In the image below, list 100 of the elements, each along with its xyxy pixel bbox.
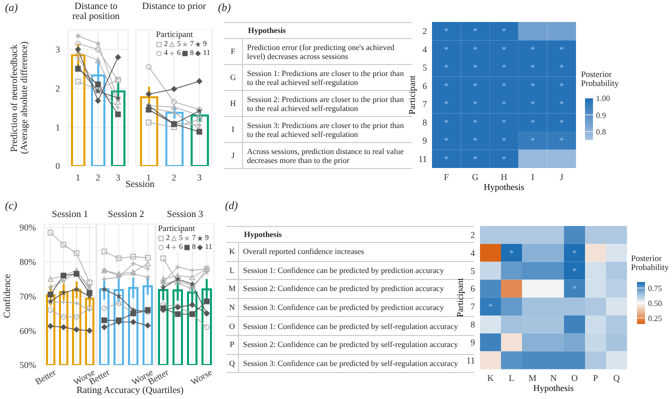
data-label: * xyxy=(572,284,578,294)
y-tick-label: 80% xyxy=(20,257,36,268)
data-label: * xyxy=(502,117,507,128)
data-label: * xyxy=(444,26,450,36)
data-label: * xyxy=(530,117,536,128)
data-label: * xyxy=(502,44,507,54)
data-label: * xyxy=(472,44,478,54)
category-label: O xyxy=(226,317,239,335)
x-tick-label: 3 xyxy=(197,172,202,182)
data-label: * xyxy=(559,117,564,128)
y-tick-label: 7 xyxy=(470,302,476,312)
x-tick-label: 1 xyxy=(76,172,80,182)
y-tick-label: 70% xyxy=(20,291,36,302)
data-label: * xyxy=(530,80,536,91)
data-label: * xyxy=(444,99,450,110)
data-label: * xyxy=(444,117,450,128)
text: (a) xyxy=(5,2,18,14)
category-label: L xyxy=(226,262,239,280)
data-label: * xyxy=(472,154,478,164)
data-label: * xyxy=(559,62,564,73)
data-label: * xyxy=(530,44,536,54)
y-tick-label: 90% xyxy=(20,222,36,233)
category-label: G xyxy=(224,65,243,90)
data-label: * xyxy=(559,136,564,146)
text: (b) xyxy=(218,2,231,14)
data-label: * xyxy=(502,99,507,110)
data-label: * xyxy=(502,62,507,73)
y-tick-label: 11 xyxy=(466,355,475,366)
x-tick-label: 2 xyxy=(96,172,100,182)
x-tick-label: N xyxy=(550,373,558,384)
color-bar-label: 0.8 xyxy=(596,128,606,137)
data-label: * xyxy=(502,136,507,146)
data-label: * xyxy=(530,62,536,73)
chart-title: Distance to real position xyxy=(71,2,121,22)
text: Prediction error (for predicting one's achieved level) decreases across sessions xyxy=(247,42,394,60)
x-axis-title: Rating Accuracy (Quartiles) xyxy=(76,386,184,396)
data-label: * xyxy=(502,26,507,36)
y-tick-label: 8 xyxy=(470,319,476,330)
y-tick-label: 3 xyxy=(56,44,60,55)
color-bar-title: Posterior Probability xyxy=(581,69,620,88)
category-label: H xyxy=(224,91,243,116)
x-axis-title: Hypothesis xyxy=(484,182,525,192)
text: (d) xyxy=(225,200,238,212)
y-tick-label: 0 xyxy=(56,161,60,172)
x-axis-title: Hypothesis xyxy=(533,383,574,394)
data-label: * xyxy=(559,99,564,110)
x-tick-label: M xyxy=(528,373,537,384)
y-tick-label: 11 xyxy=(418,154,427,164)
data-label: * xyxy=(472,136,478,146)
y-tick-label: 2 xyxy=(470,230,475,240)
chart-title: Session 3 xyxy=(166,210,204,220)
x-tick-label: I xyxy=(531,172,534,182)
x-tick-label: O xyxy=(571,373,578,384)
color-bar-title: Posterior Probability xyxy=(631,253,670,272)
color-bar-label: 1.00 xyxy=(596,94,610,103)
text: Session 2: Confidence can be predicted by prediction accuracy xyxy=(243,284,444,294)
y-tick-label: 4 xyxy=(470,248,476,258)
y-tick-label: 9 xyxy=(470,337,476,348)
data-label: * xyxy=(502,80,507,91)
text: Across sessions, prediction distance to real value decreases more than to the prior xyxy=(247,146,404,164)
data-label: * xyxy=(502,154,507,164)
data-label: * xyxy=(444,62,450,73)
x-tick-label: F xyxy=(444,172,449,182)
y-axis-title: Participant xyxy=(407,75,417,114)
data-label: * xyxy=(572,248,578,258)
x-tick-label: 2 xyxy=(172,172,176,182)
x-tick-label: 1 xyxy=(146,172,151,182)
color-bar-label: 0.75 xyxy=(648,284,662,293)
data-label: * xyxy=(509,248,514,258)
x-tick-label: Worse xyxy=(189,367,214,388)
data-label: * xyxy=(559,80,564,91)
chart-title: Session 1 xyxy=(50,210,90,220)
color-bar-label: 0.25 xyxy=(648,314,662,323)
text: Session 1: Confidence can be predicted by prediction accuracy xyxy=(243,266,444,275)
data-label: * xyxy=(472,117,478,128)
color-bar-label: 0.9 xyxy=(596,110,606,120)
y-axis-title: Prediction of neurofeedback (Average absolute difference) xyxy=(10,40,30,156)
data-label: * xyxy=(444,44,450,54)
y-axis-title: Confidence xyxy=(3,273,13,320)
y-tick-label: 5 xyxy=(470,266,476,276)
y-tick-label: 8 xyxy=(422,117,428,128)
text: Hypothesis xyxy=(224,22,412,39)
x-tick-label: 3 xyxy=(116,172,121,182)
text: Hypothesis xyxy=(244,230,282,239)
category-label: F xyxy=(224,39,243,64)
x-tick-label: G xyxy=(472,172,479,182)
text: Session 2: Predictions are closer to the prior than to the real achieved self-regulation xyxy=(247,94,404,112)
category-label: K xyxy=(226,243,239,261)
text: (c) xyxy=(5,200,18,212)
y-tick-label: 1 xyxy=(56,122,60,132)
data-label: * xyxy=(472,99,478,110)
data-label: * xyxy=(488,302,494,312)
y-tick-label: 2 xyxy=(422,26,427,36)
legend-title: Participant xyxy=(156,29,194,39)
text: Session 3: Confidence can be predicted by self-regulation accuracy xyxy=(243,358,458,368)
x-tick-label: P xyxy=(592,373,598,384)
legend-title: Participant xyxy=(158,223,196,233)
x-tick-label: K xyxy=(487,373,494,384)
y-axis-title: Participant xyxy=(455,278,465,318)
data-label: * xyxy=(559,44,564,54)
